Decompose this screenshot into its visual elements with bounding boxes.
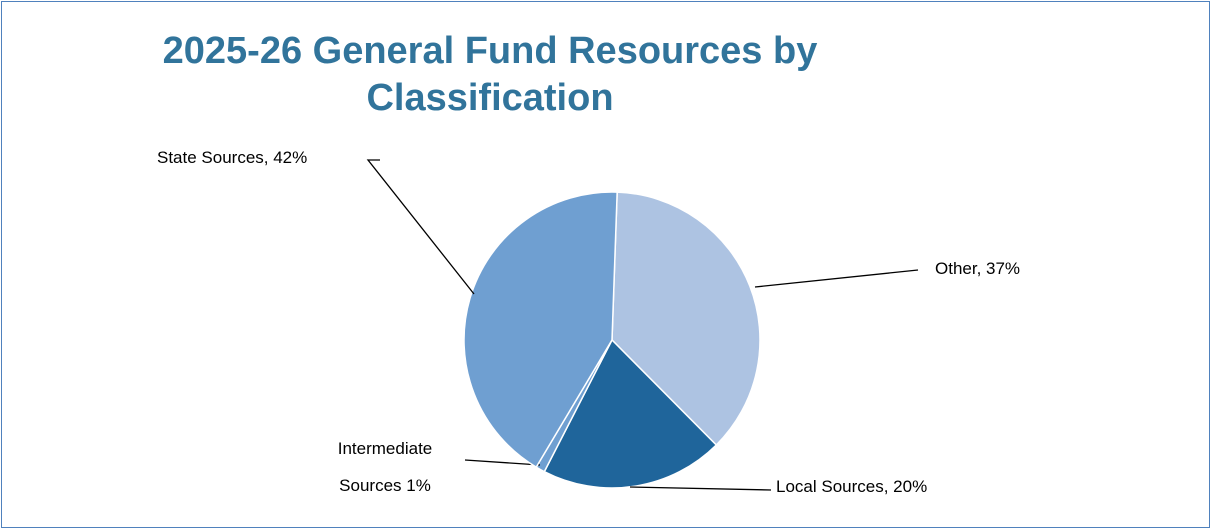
pie-slice <box>463 191 618 469</box>
data-label: State Sources, 42% <box>157 148 308 167</box>
data-label: Local Sources, 20% <box>776 477 928 496</box>
pie-slice <box>611 191 761 447</box>
leader-line <box>464 459 541 466</box>
chart-title: 2025-26 General Fund Resources by Classi… <box>162 30 818 119</box>
leader-line <box>366 159 475 295</box>
data-label: Intermediate Sources 1% <box>337 439 433 495</box>
leader-line <box>629 486 772 491</box>
pie-slice <box>543 338 718 489</box>
leader-line <box>754 269 919 288</box>
data-label: Other, 37% <box>935 259 1021 278</box>
